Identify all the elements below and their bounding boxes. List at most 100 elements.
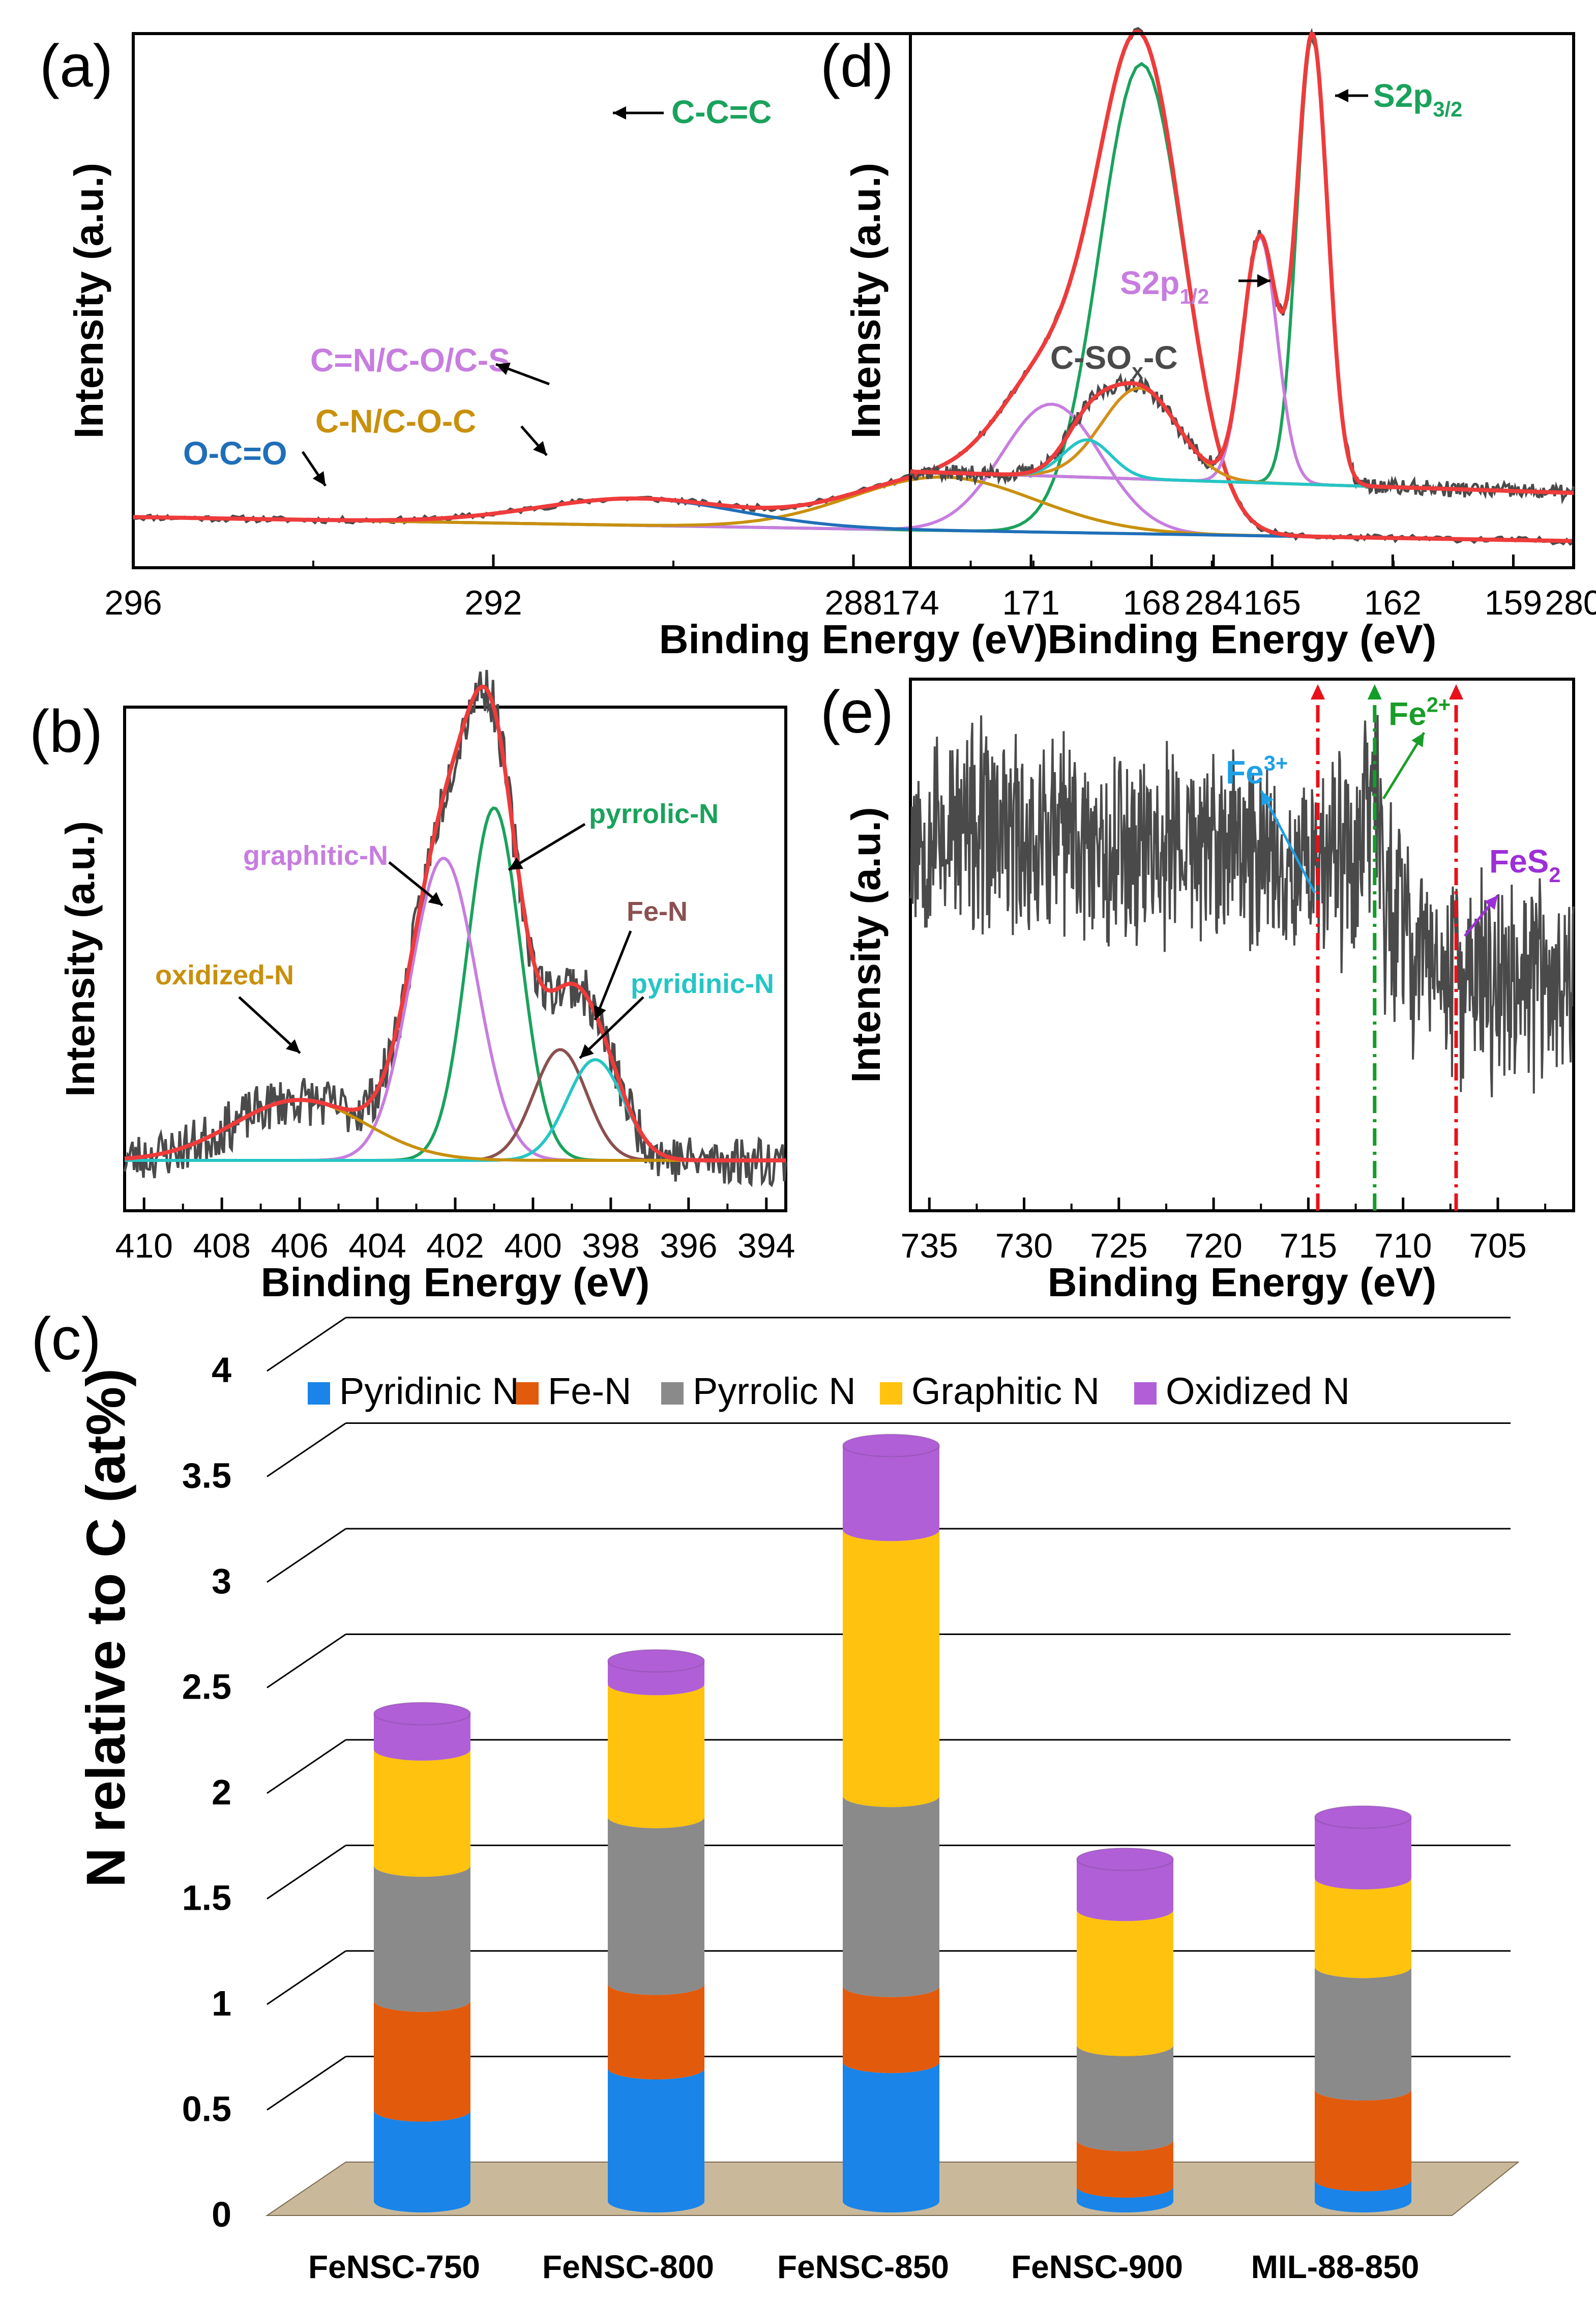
- bar-segment-oxidized-n: [608, 1660, 704, 1696]
- y-tick-label: 0.5: [182, 2089, 231, 2129]
- arrow-pyrrolic-n: [508, 823, 586, 871]
- x-tick-label: 168: [1122, 583, 1180, 622]
- legend-label: Pyrrolic N: [693, 1370, 856, 1412]
- arrow-fes2-head: [1484, 895, 1498, 910]
- reference-line-arrowhead: [1311, 684, 1325, 699]
- annotation-fes2: FeS2: [1489, 843, 1561, 887]
- legend-swatch: [1134, 1382, 1157, 1405]
- y-tick-label: 1.5: [182, 1878, 231, 1918]
- bar-segment-graphitic-n: [1077, 1910, 1173, 2056]
- bar-segment-graphitic-n: [608, 1684, 704, 1828]
- reference-line-arrowhead: [1367, 684, 1382, 699]
- legend-swatch: [661, 1382, 684, 1405]
- x-tick-label: 720: [1185, 1227, 1242, 1265]
- gridline-diagonal: [267, 1739, 346, 1794]
- panel-label-e: (e): [820, 679, 894, 746]
- arrow-fe2-head: [1411, 733, 1424, 747]
- y-axis-label: Intensity (a.u.): [843, 807, 889, 1083]
- arrow-pyridinic-n: [579, 996, 644, 1059]
- bar-segment-pyrrolic-n: [374, 1865, 470, 2012]
- x-tick-label: 730: [995, 1227, 1053, 1265]
- bar-segment-pyridinic-n: [1077, 2186, 1173, 2212]
- y-tick-label: 3: [212, 1561, 231, 1601]
- arrow-graphitic-n-head: [428, 892, 442, 906]
- arrow-oxidized-n-head: [286, 1039, 300, 1053]
- x-tick-label: 165: [1244, 583, 1301, 622]
- annotation-oco: O-C=O: [183, 435, 287, 472]
- fit-envelope: [910, 31, 1574, 495]
- x-axis-label: Binding Energy (eV): [1048, 617, 1437, 662]
- gridline-diagonal: [267, 1422, 346, 1477]
- x-tick-label: 296: [104, 583, 162, 622]
- gridline-diagonal: [267, 1845, 346, 1900]
- bar-segment-graphitic-n: [1315, 1878, 1411, 1978]
- bar-segment-pyridinic-n: [374, 2110, 470, 2212]
- annotation-cn-o: C-N/C-O-C: [315, 403, 476, 440]
- y-tick-label: 3.5: [182, 1456, 231, 1496]
- legend-swatch: [880, 1382, 902, 1405]
- annotation-pyridinic-n: pyridinic-N: [631, 969, 774, 999]
- bar-segment-pyridinic-n: [1315, 2180, 1411, 2212]
- arrow-pyridinic-n-head: [580, 1044, 594, 1058]
- x-tick-label: 404: [348, 1227, 406, 1265]
- x-tick-label: 705: [1469, 1227, 1526, 1265]
- fit-envelope: [133, 29, 1574, 543]
- bar-segment-pyrrolic-n: [1315, 1967, 1411, 2101]
- x-tick-label: 284: [1185, 583, 1242, 622]
- arrow-fe3-head: [1261, 791, 1274, 806]
- bar-segment-pyridinic-n: [608, 2068, 704, 2212]
- x-tick-label: 408: [193, 1227, 250, 1265]
- bar-segment-fe-n: [1077, 2140, 1173, 2198]
- x-tick-label: 402: [426, 1227, 484, 1265]
- arrow-cn-s-head: [496, 362, 511, 375]
- y-tick-label: 1: [212, 1983, 231, 2023]
- arrow-oco-head: [312, 471, 326, 486]
- x-axis-label: Binding Energy (eV): [659, 617, 1048, 662]
- category-label: FeNSC-800: [542, 2249, 714, 2285]
- gridline-diagonal: [267, 2056, 346, 2111]
- annotation-c-sox-c: C-SOx-C: [1050, 339, 1178, 383]
- raw-spectrum-fe: [909, 715, 1575, 1097]
- category-label: MIL-88-850: [1251, 2249, 1420, 2285]
- bar-top: [842, 1434, 940, 1457]
- bar-top: [1076, 1847, 1174, 1871]
- x-axis-label: Binding Energy (eV): [261, 1260, 650, 1305]
- gridline-diagonal: [267, 1950, 346, 2005]
- panel-label-b: (b): [29, 698, 103, 765]
- bar-segment-oxidized-n: [374, 1713, 470, 1761]
- annotation-pyrrolic-n: pyrrolic-N: [589, 799, 719, 829]
- y-axis-label-c: N relative to C (at%): [75, 1368, 136, 1887]
- arrow-s2p32-head: [1335, 89, 1348, 102]
- arrow-fe-n-head: [594, 1005, 606, 1020]
- legend-label: Graphitic N: [911, 1370, 1100, 1412]
- reference-line-arrowhead: [1449, 684, 1464, 699]
- arrow-pyrrolic-n-head: [509, 857, 523, 870]
- arrow-s2p12-head: [1257, 274, 1270, 287]
- bar-segment-fe-n: [843, 1986, 939, 2074]
- x-tick-label: 396: [660, 1227, 717, 1265]
- plot-frame: [909, 32, 1575, 569]
- arrow-fe-n: [594, 930, 632, 1020]
- gridline-diagonal: [267, 1633, 346, 1688]
- legend-swatch: [308, 1382, 330, 1405]
- category-label: FeNSC-750: [308, 2249, 480, 2285]
- x-tick-label: 725: [1090, 1227, 1147, 1265]
- bar-segment-fe-n: [608, 1983, 704, 2080]
- y-tick-label: 2: [212, 1772, 231, 1812]
- category-label: FeNSC-850: [777, 2249, 949, 2285]
- annotation-oxidized-n: oxidized-N: [155, 960, 294, 990]
- y-tick-label: 2.5: [182, 1667, 231, 1707]
- x-tick-label: 398: [582, 1227, 639, 1265]
- panel-label-c: (c): [31, 1305, 101, 1373]
- arrow-oxidized-n: [238, 996, 301, 1054]
- x-tick-label: 735: [901, 1227, 958, 1265]
- bar-segment-pyrrolic-n: [608, 1817, 704, 1995]
- legend-label: Fe-N: [548, 1370, 631, 1412]
- gridline-diagonal: [267, 1528, 346, 1583]
- annotation-fe-n: Fe-N: [627, 896, 688, 927]
- annotation-cn-s: C=N/C-O/C-S: [310, 342, 510, 378]
- bar-top: [607, 1649, 705, 1673]
- x-tick-label: 410: [115, 1227, 173, 1265]
